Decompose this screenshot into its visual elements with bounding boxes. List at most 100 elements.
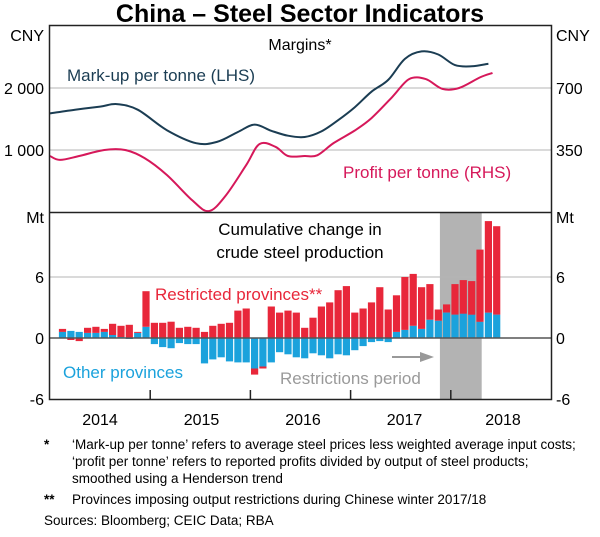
bar-restricted-provinces (284, 310, 292, 338)
bar-restricted-provinces (426, 284, 434, 320)
bar-other-provinces (184, 338, 192, 345)
bar-restricted-provinces (259, 366, 267, 369)
bar-other-provinces (317, 338, 325, 356)
bar-restricted-provinces (468, 281, 476, 315)
bottom-right-unit: Mt (556, 210, 574, 227)
bar-other-provinces (58, 331, 67, 338)
bar-restricted-provinces (401, 277, 409, 330)
bar-restricted-provinces (150, 322, 158, 339)
bar-restricted-provinces (292, 312, 300, 338)
bar-other-provinces (443, 312, 451, 338)
bar-other-provinces (418, 328, 426, 338)
bar-restricted-provinces (67, 338, 75, 340)
bar-restricted-provinces (234, 310, 242, 338)
bottom-panel-title-2: crude steel production (216, 243, 383, 262)
top-right-tick-700: 700 (556, 81, 583, 98)
bar-restricted-provinces (251, 368, 259, 375)
arrow-head-icon (420, 352, 434, 362)
footnote-text: Provinces imposing output restrictions d… (72, 492, 487, 507)
bar-restricted-provinces (276, 312, 284, 338)
bottom-right-tick-neg6: -6 (556, 392, 570, 409)
bar-other-provinces (267, 338, 275, 363)
footnotes: * ‘Mark-up per tonne’ refers to average … (44, 436, 584, 529)
bar-other-provinces (167, 338, 175, 349)
bar-restricted-provinces (142, 291, 150, 327)
bar-other-provinces (259, 338, 267, 367)
bar-restricted-provinces (92, 326, 100, 333)
bar-restricted-provinces (301, 327, 309, 338)
x-ticks (149, 390, 452, 399)
bar-restricted-provinces (309, 317, 317, 338)
sources: Sources: Bloomberg; CEIC Data; RBA (44, 513, 274, 528)
bar-other-provinces (92, 332, 100, 338)
bar-restricted-provinces (84, 327, 92, 333)
bottom-left-unit: Mt (26, 210, 44, 227)
bar-other-provinces (451, 314, 459, 338)
restricted-label: Restricted provinces** (155, 285, 323, 304)
bar-other-provinces (200, 338, 209, 364)
bar-restricted-provinces (443, 304, 451, 313)
bar-restricted-provinces (159, 322, 167, 339)
bar-other-provinces (251, 338, 259, 369)
bar-restricted-provinces (384, 309, 392, 338)
year-label-2016: 2016 (285, 412, 321, 429)
chart-title: China – Steel Sector Indicators (116, 0, 484, 28)
bottom-panel-title-1: Cumulative change in (218, 220, 381, 239)
top-lines (49, 50, 493, 213)
bar-other-provinces (359, 338, 367, 347)
bar-restricted-provinces (184, 326, 192, 338)
bar-restricted-provinces (359, 308, 367, 338)
bottom-right-tick-0: 0 (556, 331, 565, 348)
bar-restricted-provinces (434, 309, 442, 321)
bar-other-provinces (67, 330, 75, 338)
bar-other-provinces (309, 338, 317, 354)
profit-label: Profit per tonne (RHS) (343, 163, 511, 182)
bar-restricted-provinces (326, 302, 334, 338)
markup-line (49, 50, 489, 146)
bar-other-provinces (292, 338, 300, 358)
bar-other-provinces (334, 338, 342, 355)
bar-other-provinces (284, 338, 292, 355)
bar-restricted-provinces (493, 226, 501, 315)
footnote-1: * ‘Mark-up per tonne’ refers to average … (44, 436, 584, 487)
bar-restricted-provinces (367, 302, 376, 338)
bar-other-provinces (84, 332, 92, 338)
footnote-text: ‘Mark-up per tonne’ refers to average st… (72, 437, 576, 486)
bar-other-provinces (109, 334, 117, 338)
top-right-tick-350: 350 (556, 143, 583, 160)
bar-other-provinces (75, 331, 83, 338)
bar-restricted-provinces (109, 323, 117, 335)
bar-other-provinces (476, 321, 484, 338)
bar-restricted-provinces (134, 331, 142, 333)
bar-other-provinces (301, 338, 309, 359)
top-left-unit: CNY (10, 28, 44, 45)
bar-other-provinces (159, 338, 167, 348)
bar-restricted-provinces (225, 322, 234, 339)
bar-other-provinces (150, 338, 158, 345)
year-label-2015: 2015 (184, 412, 220, 429)
bar-restricted-provinces (342, 286, 350, 338)
top-panel-title: Margins* (268, 37, 331, 54)
bar-restricted-provinces (125, 324, 133, 338)
bar-restricted-provinces (418, 287, 426, 329)
bar-restricted-provinces (217, 323, 225, 338)
bar-other-provinces (134, 332, 142, 338)
bar-other-provinces (468, 314, 476, 338)
bar-other-provinces (326, 338, 334, 359)
other-label: Other provinces (63, 363, 183, 382)
top-left-tick-1000: 1 000 (4, 143, 44, 160)
bar-other-provinces (192, 338, 200, 345)
bar-restricted-provinces (459, 280, 467, 314)
bar-restricted-provinces (167, 321, 175, 338)
bar-restricted-provinces (267, 306, 275, 338)
bar-restricted-provinces (192, 327, 200, 338)
bar-restricted-provinces (100, 328, 108, 332)
period-label: Restrictions period (280, 369, 421, 388)
bar-restricted-provinces (75, 338, 83, 342)
bar-other-provinces (234, 338, 242, 363)
bar-other-provinces (217, 338, 225, 358)
year-label-2018: 2018 (485, 412, 521, 429)
bottom-left-tick-6: 6 (35, 270, 44, 287)
top-right-unit: CNY (556, 28, 590, 45)
bar-restricted-provinces (476, 249, 484, 322)
